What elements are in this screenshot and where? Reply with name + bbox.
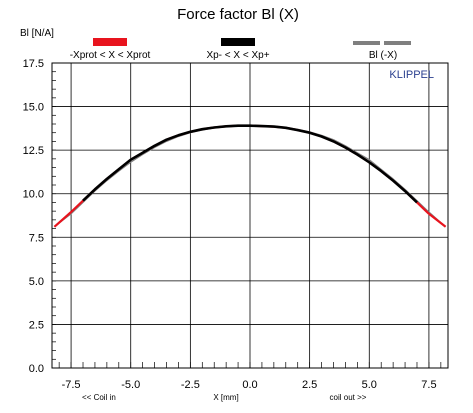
x-tick-label: -5.0 [121, 379, 140, 391]
y-tick-label: 5.0 [29, 276, 44, 288]
x-tick-labels: -7.5 -5.0 -2.5 0.0 2.5 5.0 7.5 [62, 379, 437, 391]
legend-swatch-1 [221, 38, 255, 46]
x-tick-label: 7.5 [421, 379, 436, 391]
x-axis-label-right: coil out >> [330, 393, 367, 402]
x-tick-label: 2.5 [302, 379, 317, 391]
y-tick-label: 0.0 [29, 363, 44, 375]
legend-swatch-bl-neg-x [353, 41, 380, 45]
data-series [53, 124, 447, 228]
legend: -Xprot < X < Xprot Xp- < X < Xp+ Bl (-X) [70, 38, 411, 61]
legend-swatch-bl-neg-x [384, 41, 411, 45]
y-tick-labels: 0.0 2.5 5.0 7.5 10.0 12.5 15.0 17.5 [23, 58, 44, 375]
y-tick-label: 2.5 [29, 319, 44, 331]
y-tick-label: 7.5 [29, 232, 44, 244]
y-tick-label: 12.5 [23, 145, 44, 157]
legend-label-0: -Xprot < X < Xprot [70, 50, 151, 61]
y-tick-label: 17.5 [23, 58, 44, 70]
legend-label-1: Xp- < X < Xp+ [206, 50, 269, 61]
legend-swatch-0 [93, 38, 127, 46]
y-tick-label: 15.0 [23, 102, 44, 114]
x-tick-label: -2.5 [181, 379, 200, 391]
y-axis-label: Bl [N/A] [20, 28, 54, 39]
x-tick-label: 0.0 [242, 379, 257, 391]
x-axis-label-left: << Coil in [82, 393, 116, 402]
x-tick-label: 5.0 [362, 379, 377, 391]
grid-lines [52, 62, 448, 369]
legend-label-2: Bl (-X) [369, 50, 397, 61]
chart-title: Force factor Bl (X) [177, 6, 299, 23]
x-axis-label: X [mm] [213, 393, 238, 402]
x-tick-label: -7.5 [62, 379, 81, 391]
minor-ticks [52, 62, 442, 369]
series-line-1 [82, 124, 418, 204]
klippel-watermark: KLIPPEL [389, 69, 434, 81]
y-tick-label: 10.0 [23, 189, 44, 201]
